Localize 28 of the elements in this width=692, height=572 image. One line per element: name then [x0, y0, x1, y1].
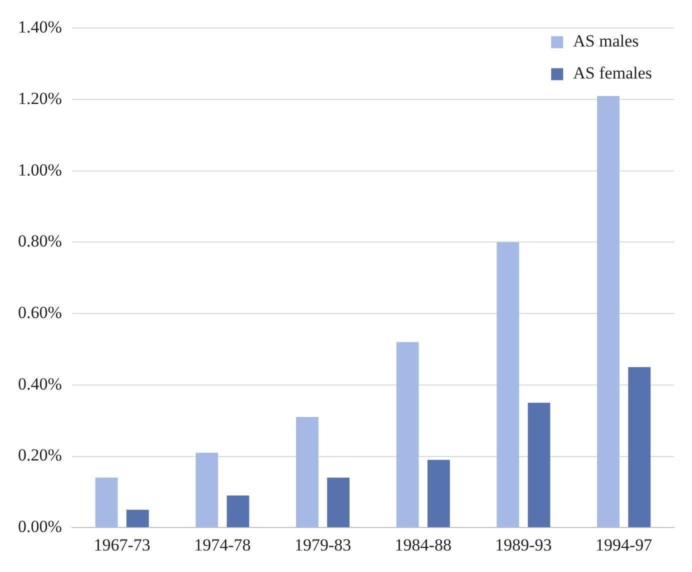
- x-tick-label: 1984-88: [394, 535, 452, 554]
- bar: [597, 96, 620, 528]
- y-tick-label: 0.40%: [18, 374, 62, 394]
- bar: [126, 510, 149, 528]
- x-tick-label: 1979-83: [294, 535, 352, 554]
- y-tick-label: 1.00%: [18, 160, 62, 180]
- bar: [528, 402, 550, 528]
- y-tick-label: 0.80%: [18, 232, 62, 251]
- bar: [296, 417, 318, 528]
- bar: [628, 367, 651, 528]
- y-tick-label: 0.60%: [18, 303, 62, 322]
- x-tick-label: 1974-78: [194, 535, 251, 554]
- bar: [226, 495, 250, 528]
- bar: [95, 478, 118, 528]
- bar: [327, 478, 350, 528]
- legend-label: AS females: [573, 64, 652, 83]
- legend-label: AS males: [573, 32, 639, 51]
- bar: [496, 242, 520, 528]
- y-tick-label: 0.00%: [18, 517, 62, 536]
- x-tick-label: 1994-97: [595, 535, 653, 554]
- y-tick-label: 1.20%: [18, 89, 62, 108]
- x-tick-label: 1967-73: [94, 535, 150, 554]
- x-tick-label: 1989-93: [495, 535, 552, 554]
- bar: [396, 342, 419, 528]
- y-tick-label: 0.20%: [18, 446, 62, 465]
- y-tick-label: 1.40%: [18, 18, 62, 37]
- bar: [427, 460, 450, 528]
- bar: [196, 452, 218, 528]
